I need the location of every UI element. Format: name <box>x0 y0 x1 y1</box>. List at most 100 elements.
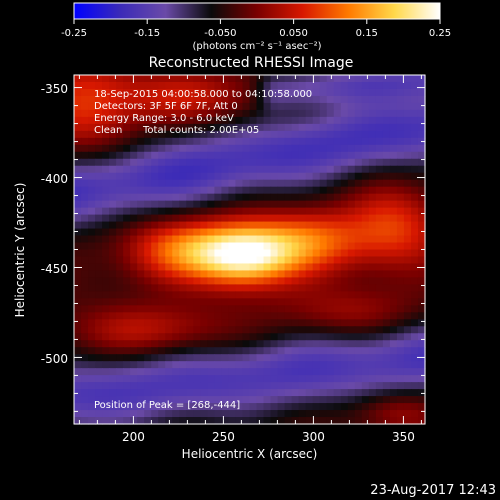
heatmap-cell <box>375 207 384 216</box>
heatmap-cell <box>249 151 258 160</box>
heatmap-cell <box>207 151 215 160</box>
heatmap-cell <box>123 95 131 104</box>
heatmap-cell <box>284 95 293 104</box>
heatmap-cell <box>389 109 398 118</box>
heatmap-cell <box>144 186 152 195</box>
heatmap-cell <box>417 347 426 355</box>
heatmap-cell <box>249 340 258 348</box>
heatmap-cell <box>270 305 279 313</box>
heatmap-cell <box>200 75 208 83</box>
heatmap-cell <box>291 249 300 258</box>
heatmap-cell <box>403 326 412 334</box>
heatmap-cell <box>249 291 258 299</box>
heatmap-cell <box>123 81 131 90</box>
heatmap-cell <box>151 144 159 153</box>
heatmap-cell <box>256 228 265 237</box>
heatmap-cell <box>291 305 300 313</box>
x-tick-label: 300 <box>302 430 325 444</box>
heatmap-cell <box>389 95 398 104</box>
heatmap-cell <box>109 396 117 404</box>
heatmap-cell <box>403 270 412 279</box>
heatmap-cell <box>221 396 230 404</box>
heatmap-cell <box>305 116 314 125</box>
heatmap-cell <box>130 214 138 223</box>
heatmap-cell <box>102 172 110 181</box>
heatmap-cell <box>221 172 230 181</box>
heatmap-cell <box>347 256 356 265</box>
heatmap-cell <box>123 235 131 244</box>
heatmap-cell <box>179 165 187 174</box>
heatmap-cell <box>88 375 96 383</box>
heatmap-cell <box>277 116 286 125</box>
heatmap-cell <box>172 312 180 320</box>
heatmap-cell <box>221 158 230 167</box>
heatmap-cell <box>249 137 258 146</box>
heatmap-cell <box>277 165 286 174</box>
heatmap-cell <box>347 319 356 327</box>
heatmap-cell <box>242 389 251 397</box>
heatmap-cell <box>193 242 201 251</box>
heatmap-cell <box>326 368 335 376</box>
heatmap-cell <box>368 214 377 223</box>
heatmap-cell <box>228 193 237 202</box>
heatmap-cell <box>123 389 131 397</box>
heatmap-cell <box>207 186 215 195</box>
heatmap-cell <box>396 354 405 362</box>
heatmap-cell <box>347 340 356 348</box>
heatmap-cell <box>102 312 110 320</box>
heatmap-cell <box>95 102 103 111</box>
heatmap-cell <box>102 158 110 167</box>
chart-title: Reconstructed RHESSI Image <box>149 55 354 71</box>
heatmap-cell <box>242 179 251 188</box>
heatmap-cell <box>375 179 384 188</box>
heatmap-cell <box>291 102 300 111</box>
heatmap-cell <box>305 291 314 299</box>
heatmap-cell <box>123 242 131 251</box>
heatmap-cell <box>74 235 82 244</box>
heatmap-cell <box>368 333 377 341</box>
heatmap-cell <box>207 382 215 390</box>
heatmap-cell <box>221 186 230 195</box>
heatmap-cell <box>123 200 131 209</box>
heatmap-cell <box>95 200 103 209</box>
heatmap-cell <box>123 305 131 313</box>
heatmap-cell <box>347 361 356 369</box>
heatmap-cell <box>312 151 321 160</box>
heatmap-cell <box>382 333 391 341</box>
heatmap-cell <box>403 165 412 174</box>
heatmap-cell <box>137 410 145 418</box>
heatmap-cell <box>221 291 230 299</box>
heatmap-cell <box>298 284 307 292</box>
heatmap-cell <box>109 347 117 355</box>
heatmap-cell <box>88 305 96 313</box>
heatmap-cell <box>382 214 391 223</box>
heatmap-cell <box>277 417 286 425</box>
heatmap-cell <box>228 263 237 272</box>
heatmap-cell <box>102 340 110 348</box>
heatmap-cell <box>137 333 145 341</box>
heatmap-cell <box>368 235 377 244</box>
heatmap-cell <box>326 417 335 425</box>
heatmap-cell <box>410 95 419 104</box>
heatmap-cell <box>172 242 180 251</box>
heatmap-cell <box>151 158 159 167</box>
heatmap-cell <box>116 186 124 195</box>
heatmap-cell <box>242 228 251 237</box>
heatmap-cell <box>396 137 405 146</box>
heatmap-cell <box>81 270 89 279</box>
heatmap-cell <box>389 410 398 418</box>
heatmap-cell <box>396 417 405 425</box>
heatmap-cell <box>116 249 124 258</box>
heatmap-cell <box>228 75 237 83</box>
heatmap-cell <box>102 235 110 244</box>
heatmap-cell <box>326 396 335 404</box>
heatmap-cell <box>116 256 124 265</box>
heatmap-cell <box>74 179 82 188</box>
heatmap-cell <box>186 137 194 146</box>
heatmap-cell <box>172 207 180 216</box>
heatmap-cell <box>137 382 145 390</box>
heatmap-cell <box>137 312 145 320</box>
heatmap-cell <box>396 291 405 299</box>
heatmap-cell <box>102 123 110 132</box>
heatmap-cell <box>109 284 117 292</box>
